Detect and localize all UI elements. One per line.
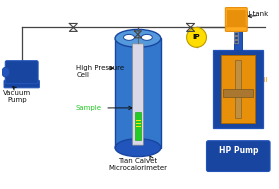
Text: IP: IP [193, 34, 200, 40]
Ellipse shape [115, 139, 161, 157]
Bar [115, 38, 161, 148]
Bar [221, 55, 255, 123]
Ellipse shape [141, 34, 152, 40]
Text: Sample: Sample [75, 105, 101, 111]
Text: Tian Calvet
Microcalorimeter: Tian Calvet Microcalorimeter [109, 158, 167, 171]
Text: High Pressure
Cell: High Pressure Cell [76, 65, 124, 78]
FancyBboxPatch shape [225, 8, 247, 31]
Text: Vacuum
Pump: Vacuum Pump [3, 90, 31, 103]
Bar [234, 28, 242, 50]
FancyBboxPatch shape [5, 61, 38, 84]
Bar [135, 112, 141, 140]
Text: Silicone oil: Silicone oil [230, 77, 268, 83]
Text: HP Pump: HP Pump [218, 146, 258, 155]
Bar [235, 60, 241, 118]
Ellipse shape [115, 29, 161, 47]
FancyBboxPatch shape [213, 50, 263, 128]
Circle shape [187, 27, 206, 47]
Text: Oil tank: Oil tank [241, 11, 268, 17]
FancyBboxPatch shape [206, 141, 270, 171]
Ellipse shape [124, 34, 134, 40]
FancyBboxPatch shape [227, 10, 246, 27]
FancyBboxPatch shape [133, 44, 143, 145]
Ellipse shape [2, 67, 10, 77]
FancyBboxPatch shape [4, 80, 39, 88]
Bar [223, 89, 253, 97]
